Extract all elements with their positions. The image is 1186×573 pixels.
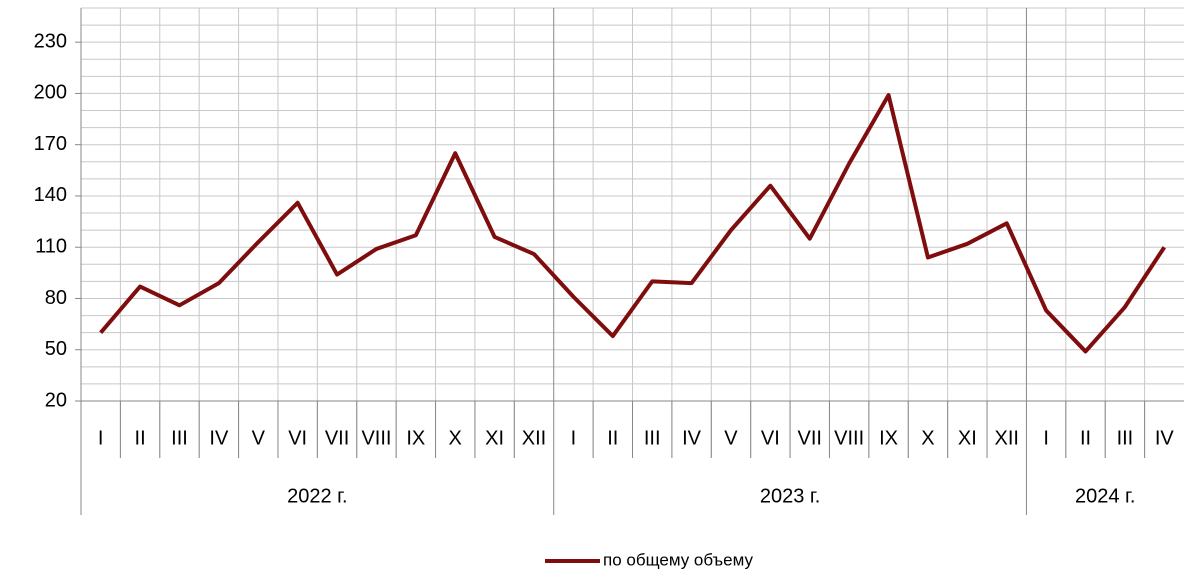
y-tick-label: 200 [34, 82, 67, 104]
x-tick-label: VI [761, 427, 780, 449]
legend-label: по общему объему [603, 550, 754, 569]
x-tick-label: II [135, 427, 146, 449]
x-tick-label: V [724, 427, 738, 449]
x-tick-label: III [171, 427, 188, 449]
group-label: 2022 г. [287, 485, 347, 507]
x-tick-label: IV [1155, 427, 1175, 449]
x-tick-label: I [98, 427, 104, 449]
x-tick-label: IX [406, 427, 425, 449]
x-tick-label: I [1043, 427, 1049, 449]
x-tick-label: VIII [361, 427, 391, 449]
x-tick-label: III [1117, 427, 1134, 449]
x-tick-label: II [1080, 427, 1091, 449]
x-tick-label: V [252, 427, 266, 449]
y-tick-label: 20 [45, 389, 67, 411]
x-tick-label: X [921, 427, 934, 449]
x-tick-label: IV [682, 427, 702, 449]
x-tick-label: XI [485, 427, 504, 449]
x-tick-label: II [607, 427, 618, 449]
x-tick-label: IV [209, 427, 229, 449]
y-tick-label: 110 [35, 235, 67, 257]
group-label: 2023 г. [760, 485, 820, 507]
x-tick-label: IX [879, 427, 898, 449]
x-tick-label: III [644, 427, 661, 449]
x-tick-label: VI [288, 427, 307, 449]
x-tick-label: XII [522, 427, 546, 449]
y-tick-label: 170 [34, 133, 67, 155]
y-tick-label: 50 [45, 338, 67, 360]
x-tick-label: VII [798, 427, 822, 449]
y-tick-label: 230 [34, 30, 67, 52]
y-tick-label: 80 [45, 287, 67, 309]
x-tick-label: VIII [834, 427, 864, 449]
x-tick-label: VII [325, 427, 349, 449]
x-tick-label: XII [995, 427, 1019, 449]
x-tick-label: I [571, 427, 577, 449]
group-label: 2024 г. [1075, 485, 1135, 507]
y-tick-label: 140 [34, 184, 67, 206]
x-tick-label: X [449, 427, 462, 449]
line-series [99, 93, 1166, 354]
x-tick-label: XI [958, 427, 977, 449]
